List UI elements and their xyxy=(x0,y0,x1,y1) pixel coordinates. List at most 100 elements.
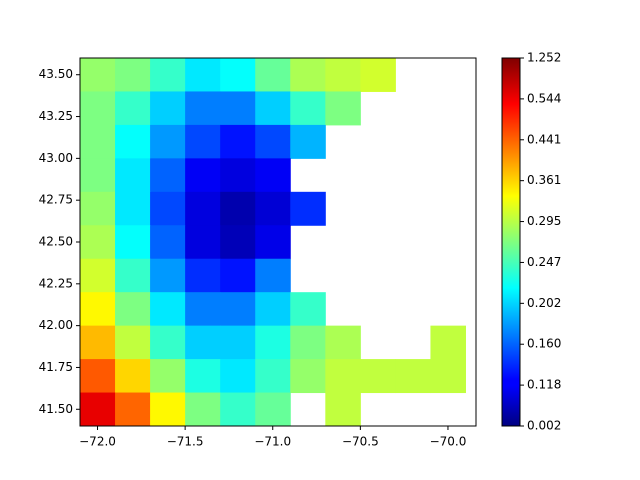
y-tick-label: 42.50 xyxy=(39,235,73,249)
y-tick-label: 41.75 xyxy=(39,360,73,374)
data-cell xyxy=(115,91,151,126)
x-tick-label: −71.5 xyxy=(167,435,204,449)
data-cell xyxy=(220,292,256,327)
data-cell xyxy=(150,225,186,260)
data-cell xyxy=(220,359,256,394)
data-cell xyxy=(255,325,291,360)
data-cell xyxy=(325,325,361,360)
data-cell xyxy=(220,91,256,126)
data-cell xyxy=(150,392,186,426)
colorbar-tick-label: 0.118 xyxy=(527,378,561,392)
data-cell xyxy=(185,124,221,159)
data-cell xyxy=(325,91,361,126)
data-cell xyxy=(290,292,326,327)
data-cell xyxy=(290,124,326,159)
data-cell xyxy=(150,58,186,92)
colorbar-tick-label: 0.202 xyxy=(527,296,561,310)
data-cell xyxy=(255,158,291,193)
colorbar-tick-label: 0.544 xyxy=(527,91,561,105)
data-cell xyxy=(185,359,221,394)
data-cell xyxy=(290,325,326,360)
data-cell xyxy=(220,124,256,159)
data-cell xyxy=(150,191,186,226)
data-cell xyxy=(220,158,256,193)
data-cell xyxy=(80,91,116,126)
y-tick-label: 41.50 xyxy=(39,402,73,416)
y-tick-label: 42.00 xyxy=(39,318,73,332)
data-cell xyxy=(185,292,221,327)
data-cell xyxy=(220,191,256,226)
data-cell xyxy=(80,359,116,394)
data-cell xyxy=(325,392,361,426)
data-cell xyxy=(220,225,256,260)
data-cell xyxy=(220,392,256,426)
data-cell xyxy=(115,58,151,92)
data-cell xyxy=(185,325,221,360)
data-cell xyxy=(115,158,151,193)
x-tick-label: −71.0 xyxy=(254,435,291,449)
data-cell xyxy=(255,58,291,92)
data-cell xyxy=(290,58,326,92)
data-cell xyxy=(115,225,151,260)
data-cell xyxy=(185,58,221,92)
y-tick-label: 43.25 xyxy=(39,109,73,123)
data-cell xyxy=(255,91,291,126)
plot-area xyxy=(80,58,466,426)
data-cell xyxy=(80,258,116,293)
y-tick-label: 42.25 xyxy=(39,276,73,290)
data-cell xyxy=(395,359,431,394)
colorbar-tick-label: 0.361 xyxy=(527,173,561,187)
data-cell xyxy=(255,191,291,226)
data-cell xyxy=(185,225,221,260)
colorbar-tick-label: 0.002 xyxy=(527,419,561,433)
data-cell xyxy=(430,325,466,360)
colorbar-tick-label: 1.252 xyxy=(527,51,561,65)
data-cell xyxy=(115,392,151,426)
data-cell xyxy=(325,359,361,394)
x-tick-label: −70.5 xyxy=(342,435,379,449)
data-cell xyxy=(80,292,116,327)
data-cell xyxy=(80,225,116,260)
data-cell xyxy=(115,325,151,360)
x-tick-label: −70.0 xyxy=(430,435,467,449)
data-cell xyxy=(115,124,151,159)
y-tick-label: 43.50 xyxy=(39,67,73,81)
data-cell xyxy=(360,58,396,92)
data-cell xyxy=(80,124,116,159)
data-cell xyxy=(80,158,116,193)
data-cell xyxy=(290,359,326,394)
data-cell xyxy=(430,359,466,394)
colorbar-tick-label: 0.295 xyxy=(527,214,561,228)
data-cell xyxy=(150,91,186,126)
data-cell xyxy=(220,258,256,293)
data-cell xyxy=(255,292,291,327)
data-cell xyxy=(115,258,151,293)
data-cell xyxy=(185,91,221,126)
data-cell xyxy=(115,359,151,394)
data-cell xyxy=(150,258,186,293)
colorbar-tick-label: 0.247 xyxy=(527,255,561,269)
data-cell xyxy=(150,359,186,394)
data-cell xyxy=(80,392,116,426)
y-tick-label: 43.00 xyxy=(39,151,73,165)
data-cell xyxy=(80,58,116,92)
data-cell xyxy=(115,191,151,226)
data-cell xyxy=(185,191,221,226)
y-tick-label: 42.75 xyxy=(39,193,73,207)
colorbar xyxy=(501,57,521,427)
x-tick-label: −72.0 xyxy=(79,435,116,449)
data-cell xyxy=(150,325,186,360)
data-cell xyxy=(185,258,221,293)
data-cell xyxy=(220,325,256,360)
data-cell xyxy=(255,392,291,426)
data-cell xyxy=(185,392,221,426)
data-cell xyxy=(255,258,291,293)
data-cell xyxy=(150,292,186,327)
data-cell xyxy=(290,191,326,226)
data-cell xyxy=(80,191,116,226)
data-cell xyxy=(290,91,326,126)
data-cell xyxy=(185,158,221,193)
colorbar-tick-label: 0.160 xyxy=(527,337,561,351)
colorbar-tick-label: 0.441 xyxy=(527,132,561,146)
